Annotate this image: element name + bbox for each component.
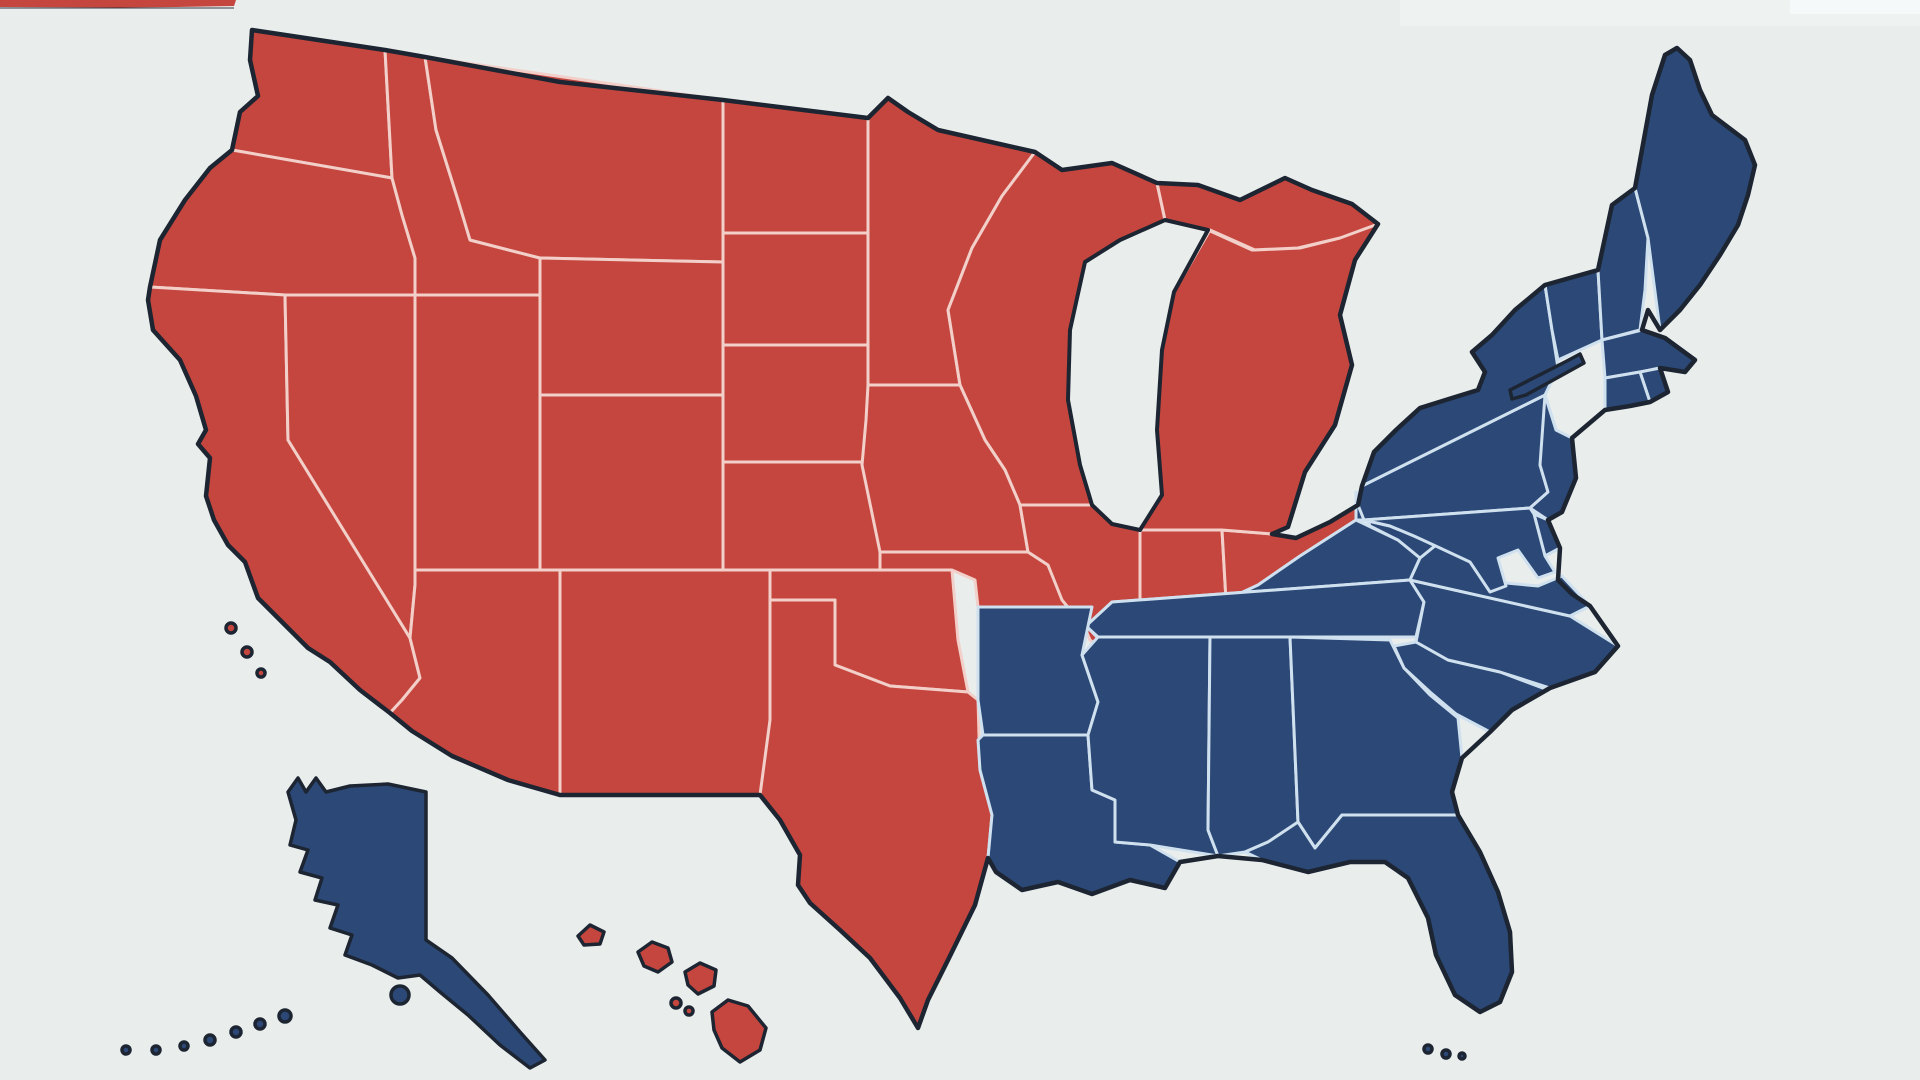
state-maryland bbox=[1362, 506, 1557, 594]
hawaii-kauai bbox=[576, 923, 606, 947]
state-utah bbox=[413, 293, 542, 572]
hawaii-big-island bbox=[710, 998, 768, 1064]
aleutian-island bbox=[277, 1008, 293, 1024]
long-island bbox=[1508, 352, 1586, 401]
florida-key bbox=[1457, 1051, 1467, 1061]
lake-michigan bbox=[1066, 218, 1210, 532]
state-wyoming bbox=[538, 256, 725, 397]
aleutian-island bbox=[150, 1044, 162, 1056]
channel-island bbox=[240, 645, 254, 659]
florida-key bbox=[1440, 1048, 1452, 1060]
state-arkansas bbox=[976, 605, 1100, 737]
kodiak-island bbox=[389, 984, 411, 1006]
aleutian-island bbox=[253, 1017, 267, 1031]
landmass-outline bbox=[145, 27, 1758, 1031]
aleutian-island bbox=[203, 1033, 217, 1047]
top-edge-red-strip bbox=[0, 0, 236, 8]
alaska-inset bbox=[120, 776, 547, 1070]
aleutian-island bbox=[120, 1044, 132, 1056]
state-south-dakota bbox=[721, 231, 870, 347]
state-north-carolina bbox=[1408, 578, 1620, 690]
hawaii-molokai bbox=[683, 961, 718, 996]
background-highlight-corner bbox=[1790, 0, 1920, 14]
hawaii-inset bbox=[576, 923, 768, 1064]
channel-island bbox=[255, 667, 267, 679]
state-north-dakota bbox=[721, 98, 870, 235]
hawaii-lanai bbox=[669, 996, 683, 1010]
aleutian-island bbox=[229, 1025, 243, 1039]
state-new-mexico bbox=[558, 568, 772, 797]
state-alaska bbox=[286, 776, 547, 1070]
florida-key bbox=[1422, 1043, 1434, 1055]
aleutian-island bbox=[178, 1040, 190, 1052]
channel-island bbox=[224, 621, 238, 635]
hawaii-oahu bbox=[636, 940, 674, 974]
state-colorado bbox=[538, 393, 725, 572]
contiguous-states bbox=[146, 28, 1757, 1030]
top-edge-strip-shadow bbox=[0, 7, 234, 9]
hawaii-kahoolawe bbox=[683, 1005, 695, 1017]
